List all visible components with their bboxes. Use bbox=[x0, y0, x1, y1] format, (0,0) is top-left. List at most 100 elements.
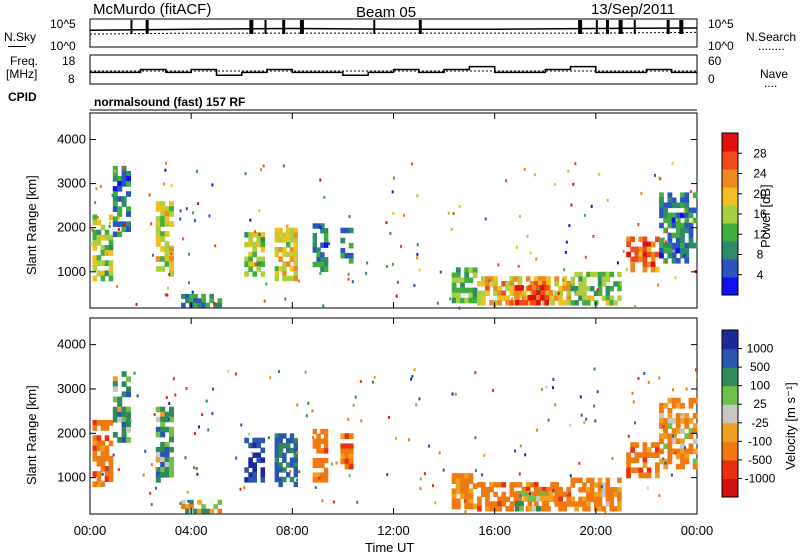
velocity-speckle bbox=[411, 375, 414, 378]
power-speckle bbox=[185, 207, 188, 211]
velocity-speckle bbox=[585, 417, 588, 421]
power-speckle bbox=[637, 223, 640, 226]
power-speckle bbox=[683, 210, 686, 214]
velocity-speckle bbox=[234, 372, 237, 376]
power-speckle bbox=[108, 224, 111, 228]
power-speckle bbox=[165, 161, 167, 165]
velocity-speckle bbox=[248, 432, 250, 436]
cpid-text: normalsound (fast) 157 RF bbox=[94, 95, 246, 109]
velocity-speckle bbox=[136, 394, 139, 398]
velocity-speckle bbox=[483, 453, 486, 457]
velocity-colorbar-tick-label: 500 bbox=[750, 360, 770, 374]
power-speckle bbox=[164, 168, 167, 172]
velocity-colorbar-segment bbox=[722, 478, 738, 498]
velocity-speckle bbox=[418, 397, 421, 401]
velocity-speckle bbox=[464, 510, 467, 514]
noise-burst bbox=[578, 20, 583, 34]
power-speckle bbox=[389, 231, 392, 235]
time-axis-label: Time UT bbox=[365, 540, 415, 555]
velocity-speckle bbox=[354, 395, 357, 399]
velocity-speckle bbox=[186, 490, 189, 494]
velocity-speckle bbox=[335, 461, 338, 465]
velocity-speckle bbox=[107, 467, 110, 471]
power-speckle bbox=[517, 264, 520, 268]
velocity-speckle bbox=[240, 423, 243, 427]
noise-burst bbox=[679, 20, 684, 34]
velocity-speckle bbox=[540, 387, 543, 391]
power-speckle bbox=[449, 297, 452, 301]
velocity-colorbar-segment bbox=[722, 441, 738, 461]
noise-left-tick-bottom: 10^0 bbox=[50, 39, 76, 53]
velocity-speckle bbox=[373, 375, 376, 379]
power-speckle bbox=[181, 237, 184, 241]
velocity-speckle bbox=[524, 453, 527, 457]
velocity-region bbox=[92, 420, 114, 488]
velocity-speckle bbox=[536, 428, 539, 432]
power-speckle bbox=[592, 235, 595, 238]
velocity-speckle bbox=[419, 487, 422, 491]
power-ytick-label: 3000 bbox=[57, 176, 86, 191]
velocity-speckle bbox=[629, 462, 632, 466]
velocity-speckle bbox=[670, 473, 673, 477]
velocity-speckle bbox=[566, 491, 569, 495]
velocity-speckle bbox=[463, 499, 466, 503]
velocity-colorbar-tick-label: -100 bbox=[748, 434, 772, 448]
noise-panel-frame bbox=[89, 18, 698, 48]
power-speckle bbox=[395, 294, 398, 298]
velocity-ytick-label: 4000 bbox=[57, 337, 86, 352]
beam-title: Beam 05 bbox=[356, 4, 417, 21]
power-speckle bbox=[166, 293, 169, 297]
velocity-speckle bbox=[304, 370, 307, 374]
power-speckle bbox=[523, 167, 526, 171]
velocity-speckle bbox=[174, 393, 177, 397]
velocity-speckle bbox=[321, 499, 324, 503]
velocity-speckle bbox=[451, 392, 454, 396]
noise-burst bbox=[249, 20, 254, 34]
velocity-speckle bbox=[198, 425, 200, 429]
power-speckle bbox=[625, 267, 628, 271]
velocity-speckle bbox=[552, 377, 555, 381]
power-speckle bbox=[254, 230, 257, 234]
power-region bbox=[155, 201, 174, 277]
velocity-speckle bbox=[554, 403, 557, 407]
velocity-speckle bbox=[684, 446, 686, 450]
power-speckle bbox=[179, 217, 182, 221]
power-speckle bbox=[167, 286, 169, 290]
power-speckle bbox=[170, 245, 173, 249]
noise-burst bbox=[633, 20, 636, 34]
velocity-region bbox=[659, 397, 698, 470]
power-speckle bbox=[458, 306, 461, 310]
power-speckle bbox=[170, 184, 173, 187]
velocity-colorbar-frame bbox=[721, 329, 739, 498]
power-speckle bbox=[436, 301, 439, 305]
velocity-speckle bbox=[634, 421, 636, 425]
power-speckle bbox=[665, 230, 668, 234]
velocity-region bbox=[274, 433, 298, 488]
noise-right-tick-top: 10^5 bbox=[708, 17, 734, 31]
power-speckle bbox=[584, 255, 587, 259]
power-speckle bbox=[91, 228, 94, 232]
noise-burst bbox=[264, 20, 267, 34]
power-speckle bbox=[148, 193, 151, 197]
velocity-speckle bbox=[360, 419, 363, 423]
power-colorbar-tick-label: 8 bbox=[757, 248, 764, 262]
power-speckle bbox=[674, 276, 677, 280]
freq-label: Freq. bbox=[10, 54, 39, 68]
power-colorbar-segment bbox=[722, 205, 738, 224]
velocity-speckle bbox=[514, 449, 516, 453]
power-ytick-label: 2000 bbox=[57, 220, 86, 235]
velocity-speckle bbox=[144, 449, 147, 453]
power-speckle bbox=[400, 244, 402, 248]
power-speckle bbox=[163, 182, 166, 186]
power-speckle bbox=[505, 179, 508, 183]
power-speckle bbox=[170, 252, 173, 256]
power-speckle bbox=[265, 282, 268, 286]
power-speckle bbox=[572, 182, 575, 186]
power-speckle bbox=[565, 240, 568, 244]
power-speckle bbox=[583, 213, 586, 217]
power-region bbox=[570, 271, 622, 306]
velocity-speckle bbox=[168, 418, 170, 421]
power-speckle bbox=[123, 165, 126, 169]
noise-series-nsky bbox=[89, 27, 698, 31]
velocity-speckle bbox=[627, 434, 630, 438]
